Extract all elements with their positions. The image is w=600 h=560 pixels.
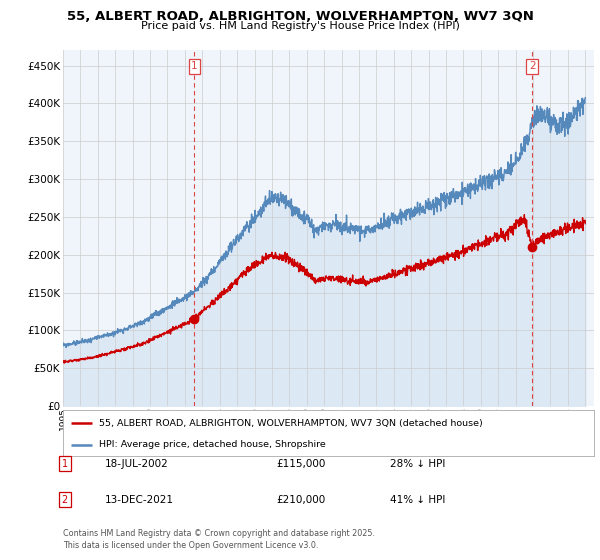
Text: 2: 2 bbox=[62, 494, 68, 505]
Text: £210,000: £210,000 bbox=[276, 494, 325, 505]
Text: 18-JUL-2002: 18-JUL-2002 bbox=[105, 459, 169, 469]
Text: Contains HM Land Registry data © Crown copyright and database right 2025.
This d: Contains HM Land Registry data © Crown c… bbox=[63, 529, 375, 550]
Text: 1: 1 bbox=[62, 459, 68, 469]
Text: £115,000: £115,000 bbox=[276, 459, 325, 469]
Text: 55, ALBERT ROAD, ALBRIGHTON, WOLVERHAMPTON, WV7 3QN (detached house): 55, ALBERT ROAD, ALBRIGHTON, WOLVERHAMPT… bbox=[99, 419, 483, 428]
Text: 28% ↓ HPI: 28% ↓ HPI bbox=[390, 459, 445, 469]
Text: Price paid vs. HM Land Registry's House Price Index (HPI): Price paid vs. HM Land Registry's House … bbox=[140, 21, 460, 31]
Text: 41% ↓ HPI: 41% ↓ HPI bbox=[390, 494, 445, 505]
Text: 55, ALBERT ROAD, ALBRIGHTON, WOLVERHAMPTON, WV7 3QN: 55, ALBERT ROAD, ALBRIGHTON, WOLVERHAMPT… bbox=[67, 10, 533, 23]
Text: 1: 1 bbox=[191, 62, 198, 72]
Text: 13-DEC-2021: 13-DEC-2021 bbox=[105, 494, 174, 505]
Text: HPI: Average price, detached house, Shropshire: HPI: Average price, detached house, Shro… bbox=[99, 440, 326, 450]
Text: 2: 2 bbox=[529, 62, 536, 72]
